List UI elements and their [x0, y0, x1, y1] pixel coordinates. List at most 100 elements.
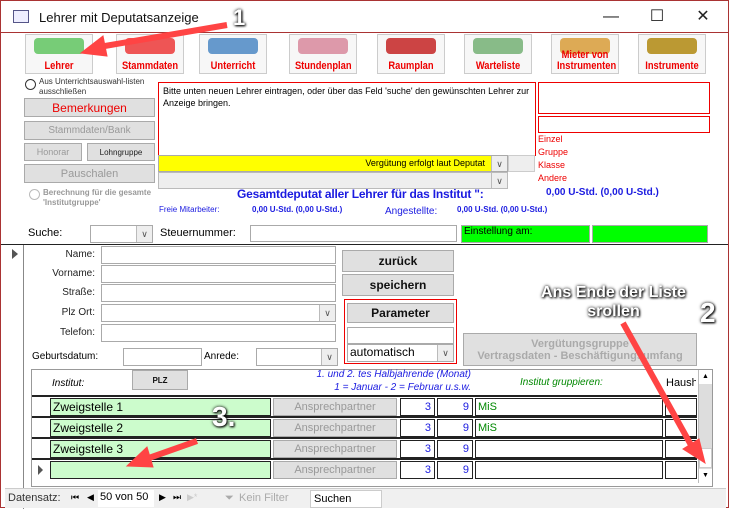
institut-cell[interactable]: Zweigstelle 1 — [50, 398, 271, 416]
new-record-icon[interactable]: ▶* — [187, 492, 198, 502]
arrowhead-3 — [125, 446, 154, 468]
ansprechpartner-button[interactable]: Ansprechpartner — [273, 419, 397, 437]
institut-subform — [31, 369, 713, 487]
institut-cell[interactable]: Zweigstelle 2 — [50, 419, 271, 437]
exclude-radio[interactable] — [25, 79, 36, 90]
scroll-down-icon[interactable]: ▼ — [699, 469, 712, 483]
toolbar-button-mieter[interactable]: Mieter von Instrumenten — [551, 34, 619, 74]
chevron-down-icon[interactable]: ∨ — [491, 156, 507, 171]
honorar-button[interactable]: Honorar — [24, 143, 82, 161]
halbjahr-1-cell[interactable]: 3 — [400, 440, 435, 458]
first-record-icon[interactable]: ⏮ — [71, 492, 80, 502]
halbjahr-1-cell[interactable]: 3 — [400, 398, 435, 416]
plz-button[interactable]: PLZ — [132, 370, 188, 390]
halbjahr-1-cell[interactable]: 3 — [400, 461, 435, 479]
category-andere: Andere — [538, 173, 568, 183]
toolbar-label: Instrumente — [645, 60, 699, 72]
suche-label: Suche: — [28, 227, 63, 239]
halbjahr-2-cell[interactable]: 9 — [437, 398, 473, 416]
halbjahr-2-cell[interactable]: 9 — [437, 440, 473, 458]
divider — [23, 245, 24, 509]
institut-value: Zweigstelle 3 — [53, 442, 124, 456]
arrowhead-1 — [79, 35, 108, 57]
halbjahr-2-cell[interactable]: 9 — [437, 461, 473, 479]
last-record-icon[interactable]: ⏭ — [173, 492, 182, 502]
filter-icon[interactable]: ⏷ — [225, 492, 234, 504]
table-row: Zweigstelle 2 Ansprechpartner 3 9 MiS — [32, 416, 697, 437]
speichern-button[interactable]: speichern — [342, 274, 454, 296]
geburtsdatum-input[interactable] — [123, 348, 202, 366]
title-bar: Lehrer mit Deputatsanzeige — ☐ ✕ — [1, 1, 728, 33]
telefon-input[interactable] — [101, 324, 336, 342]
plz_ort-input[interactable]: ∨ — [101, 304, 336, 322]
table-row: Zweigstelle 1 Ansprechpartner 3 9 MiS — [32, 395, 697, 416]
toolbar-button-instrumente[interactable]: Instrumente — [638, 34, 706, 74]
anrede-select[interactable]: ∨ — [256, 348, 338, 366]
angestellte-label: Angestellte: — [385, 206, 438, 217]
record-selector-icon — [12, 249, 18, 259]
verguetung-line-1: Vergütungsgruppe — [531, 337, 629, 350]
gruppe-cell[interactable] — [475, 461, 663, 479]
parameter-input[interactable] — [347, 327, 454, 344]
record-number-input[interactable]: 50 von 50 — [98, 490, 154, 507]
scroll-up-icon[interactable]: ▲ — [699, 370, 712, 384]
category-gruppe: Gruppe — [538, 147, 569, 157]
close-button[interactable]: ✕ — [696, 8, 710, 25]
kein-filter-button[interactable]: Kein Filter — [239, 492, 289, 504]
halbjahr-2-cell[interactable]: 9 — [437, 419, 473, 437]
prev-record-icon[interactable]: ◀ — [87, 492, 94, 502]
ansprechpartner-button[interactable]: Ansprechpartner — [273, 440, 397, 458]
maximize-button[interactable]: ☐ — [649, 8, 665, 25]
chevron-down-icon[interactable]: ∨ — [491, 173, 507, 188]
search-input[interactable]: Suchen — [310, 490, 382, 508]
institut-cell[interactable]: Zweigstelle 3 — [50, 440, 271, 458]
automatisch-value: automatisch — [350, 345, 415, 359]
berechnung-radio[interactable] — [29, 189, 40, 200]
halbjahr-1-cell[interactable]: 3 — [400, 419, 435, 437]
gruppe-cell[interactable] — [475, 440, 663, 458]
automatisch-select[interactable]: automatisch ∨ — [347, 344, 454, 362]
haush-cell[interactable] — [665, 398, 697, 416]
steuernummer-input[interactable] — [250, 225, 457, 242]
strasse-input[interactable] — [101, 284, 336, 302]
bemerkungen-button[interactable]: Bemerkungen — [24, 98, 155, 117]
toolbar-button-warteliste[interactable]: Warteliste — [464, 34, 532, 74]
verguetung-select[interactable]: Vergütung erfolgt laut Deputat ∨ — [158, 155, 508, 172]
zurueck-button[interactable]: zurück — [342, 250, 454, 272]
pauschalen-button[interactable]: Pauschalen — [24, 164, 155, 183]
next-record-icon[interactable]: ▶ — [159, 492, 166, 502]
chevron-down-icon[interactable]: ∨ — [321, 349, 337, 365]
toolbar-label: Raumplan — [388, 60, 434, 72]
toolbar-button-stundenplan[interactable]: Stundenplan — [289, 34, 357, 74]
verguetung-button[interactable]: Vergütungsgruppe Vertragsdaten - Beschäft… — [463, 333, 697, 366]
suche-combo[interactable]: ∨ — [90, 225, 153, 243]
haush-cell[interactable] — [665, 419, 697, 437]
divider — [1, 244, 728, 245]
haush-cell[interactable] — [665, 461, 697, 479]
table-row: Ansprechpartner 3 9 — [32, 458, 697, 479]
gruppe-cell[interactable]: MiS — [475, 419, 663, 437]
halbjahr-1-value: 3 — [424, 464, 431, 476]
arrow-3 — [145, 438, 198, 462]
toolbar-button-unterricht[interactable]: Unterricht — [199, 34, 267, 74]
arrowhead-2 — [682, 438, 706, 465]
second-select[interactable]: ∨ — [158, 172, 508, 189]
stammdaten-bank-button[interactable]: Stammdaten/Bank — [24, 121, 155, 140]
gruppe-cell[interactable]: MiS — [475, 398, 663, 416]
gruppieren-header: Institut gruppieren: — [520, 377, 603, 388]
vorname-input[interactable] — [101, 265, 336, 283]
chevron-down-icon[interactable]: ∨ — [437, 345, 453, 361]
ansprechpartner-button[interactable]: Ansprechpartner — [273, 461, 397, 479]
toolbar-button-raumplan[interactable]: Raumplan — [377, 34, 445, 74]
lohngruppe-button[interactable]: Lohngruppe — [87, 143, 155, 161]
institut-cell[interactable] — [50, 461, 271, 479]
parameter-button[interactable]: Parameter — [347, 303, 454, 323]
toolbar-label: Warteliste — [475, 60, 521, 72]
ansprechpartner-button[interactable]: Ansprechpartner — [273, 398, 397, 416]
chevron-down-icon[interactable]: ∨ — [136, 226, 152, 242]
minimize-button[interactable]: — — [603, 8, 619, 25]
einstellung-input[interactable] — [592, 225, 708, 243]
name-input[interactable] — [101, 246, 336, 264]
toolbar-label: Stammdaten — [121, 60, 179, 72]
chevron-down-icon[interactable]: ∨ — [319, 305, 335, 321]
